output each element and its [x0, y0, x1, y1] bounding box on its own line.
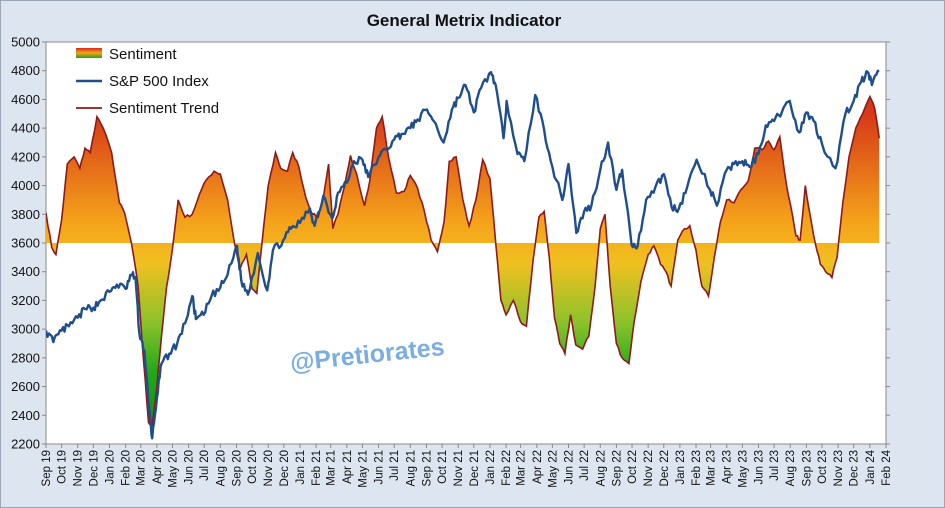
x-tick-label: Dec 21 [469, 450, 481, 486]
y-tick-label: 4400 [11, 121, 40, 136]
legend-label-sp500: S&P 500 Index [109, 73, 209, 90]
y-tick-label: 3600 [11, 236, 40, 251]
x-tick-label: Nov 21 [453, 450, 465, 486]
x-axis-ticks: Sep 19 Oct 19 Nov 19 Dec 19 Jan 20 Feb 20 Mar … [41, 444, 893, 488]
x-tick-label: Oct 20 [247, 450, 259, 484]
y-tick-label: 4200 [11, 149, 40, 164]
y-tick-label: 3200 [11, 293, 40, 308]
y-tick-label: 4000 [11, 178, 40, 193]
x-tick-label: Aug 23 [785, 450, 797, 486]
y-tick-label: 3400 [11, 264, 40, 279]
x-tick-label: Apr 21 [342, 450, 354, 484]
x-tick-label: Aug 21 [405, 450, 417, 486]
x-tick-label: Jan 23 [675, 450, 687, 485]
x-tick-label: Nov 23 [833, 450, 845, 486]
x-tick-label: Jun 23 [753, 450, 765, 485]
x-tick-label: Dec 23 [849, 450, 861, 486]
x-tick-label: May 20 [167, 450, 179, 488]
legend-swatch-sentiment [76, 48, 102, 58]
x-tick-label: Jan 24 [865, 449, 877, 484]
x-tick-label: Feb 21 [311, 450, 323, 486]
x-tick-label: Oct 22 [627, 450, 639, 484]
x-tick-label: Apr 23 [722, 450, 734, 484]
x-tick-label: Nov 19 [73, 450, 85, 486]
x-tick-label: Dec 22 [659, 450, 671, 486]
x-tick-label: Dec 20 [279, 450, 291, 486]
x-tick-label: Jul 21 [389, 450, 401, 481]
y-tick-label: 3800 [11, 207, 40, 222]
y-tick-label: 2200 [11, 437, 40, 452]
chart-title: General Metrix Indicator [367, 11, 562, 30]
x-tick-label: Nov 22 [643, 450, 655, 486]
x-tick-label: May 23 [737, 450, 749, 488]
x-tick-label: Jun 21 [374, 450, 386, 485]
x-tick-label: Jun 20 [184, 450, 196, 485]
y-tick-label: 2600 [11, 379, 40, 394]
legend: Sentiment S&P 500 Index Sentiment Trend [76, 46, 219, 117]
sentiment-trend-line [46, 94, 880, 427]
x-tick-label: Mar 21 [326, 450, 338, 486]
x-tick-label: Jul 20 [199, 450, 211, 481]
legend-label-trend: Sentiment Trend [109, 100, 219, 117]
y-tick-label: 2400 [11, 408, 40, 423]
y-axis-ticks: 2200 2400 2600 2800 3000 3200 3400 3600 3800 4000… [11, 35, 890, 452]
x-tick-label: Jul 23 [769, 450, 781, 481]
x-tick-label: Jan 22 [485, 450, 497, 485]
x-tick-label: Feb 24 [881, 449, 893, 485]
x-tick-label: Sep 21 [421, 450, 433, 486]
legend-label-sentiment: Sentiment [109, 46, 177, 63]
x-tick-label: Jan 20 [104, 450, 116, 485]
x-tick-label: Aug 20 [215, 450, 227, 486]
x-tick-label: Oct 19 [57, 450, 69, 484]
x-tick-label: Feb 22 [501, 450, 513, 486]
x-tick-label: Aug 22 [595, 450, 607, 486]
y-tick-label: 2800 [11, 350, 40, 365]
sp500-line [46, 69, 880, 440]
y-tick-label: 3000 [11, 322, 40, 337]
x-tick-label: Apr 20 [152, 450, 164, 484]
x-tick-label: Mar 20 [136, 450, 148, 486]
x-tick-label: Jul 22 [579, 450, 591, 481]
sentiment-area [46, 96, 880, 426]
y-tick-label: 4600 [11, 92, 40, 107]
x-tick-label: Oct 23 [817, 450, 829, 484]
x-tick-label: Apr 22 [532, 450, 544, 484]
x-tick-label: Oct 21 [437, 450, 449, 484]
x-tick-label: Feb 23 [691, 450, 703, 486]
x-tick-label: Nov 20 [263, 450, 275, 486]
x-tick-label: Sep 19 [41, 450, 53, 486]
x-tick-label: Mar 22 [516, 450, 528, 486]
x-tick-label: Mar 23 [706, 450, 718, 486]
x-tick-label: Jan 21 [295, 450, 307, 485]
x-tick-label: Jun 22 [564, 450, 576, 485]
x-tick-label: Sep 23 [801, 450, 813, 486]
x-tick-label: Sep 22 [611, 450, 623, 486]
x-tick-label: Dec 19 [88, 450, 100, 486]
x-tick-label: May 21 [357, 450, 369, 488]
x-tick-label: May 22 [547, 450, 559, 488]
y-tick-label: 5000 [11, 35, 40, 50]
y-tick-label: 4800 [11, 63, 40, 78]
x-tick-label: Sep 20 [231, 450, 243, 486]
x-tick-label: Feb 20 [121, 450, 133, 486]
